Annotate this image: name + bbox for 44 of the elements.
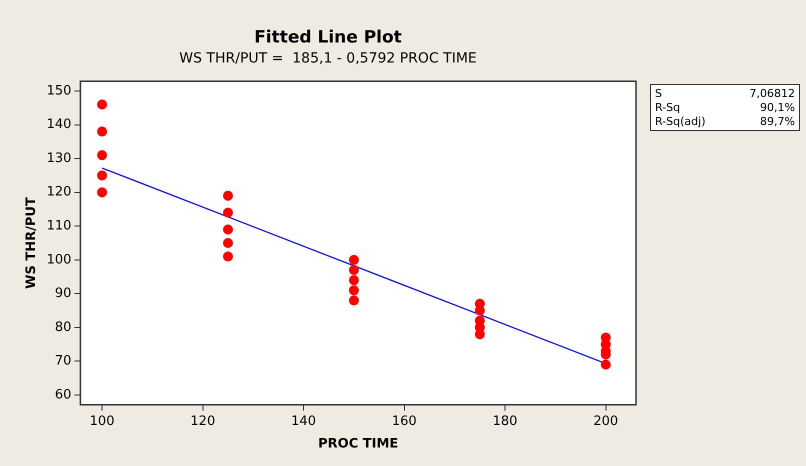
- point: [600, 360, 611, 370]
- x-tick-label: 160: [392, 414, 417, 429]
- point: [97, 126, 108, 137]
- y-tick-label: 90: [54, 286, 72, 302]
- x-tick-label: 140: [291, 414, 316, 429]
- chart-title: Fitted Line Plot: [254, 28, 402, 48]
- point: [474, 329, 485, 340]
- x-axis-title: PROC TIME: [318, 436, 398, 452]
- text: 89,7%: [759, 115, 795, 128]
- point: [223, 252, 233, 262]
- x-tick-label: 200: [593, 414, 618, 429]
- point: [97, 187, 108, 198]
- y-tick-label: 60: [54, 387, 72, 402]
- y-tick-label: 80: [54, 320, 72, 335]
- point: [223, 238, 233, 248]
- point: [348, 265, 359, 276]
- point: [97, 100, 108, 110]
- point: [223, 208, 233, 218]
- point: [223, 190, 233, 201]
- point: [348, 295, 359, 306]
- y-tick-label: 140: [46, 117, 72, 132]
- y-tick-label: 110: [46, 218, 72, 234]
- point: [97, 150, 108, 160]
- y-tick-label: 70: [54, 354, 72, 369]
- chart-subtitle: WS THR/PUT = 185,1 - 0,5792 PROC TIME: [179, 50, 477, 66]
- point: [348, 275, 359, 286]
- y-axis-title: WS THR/PUT: [24, 197, 40, 289]
- x-tick-label: 180: [492, 414, 518, 429]
- point: [474, 306, 485, 316]
- x-tick-label: 100: [90, 414, 114, 429]
- text: R-Sq: [655, 101, 682, 114]
- point: [97, 170, 108, 180]
- y-tick-label: 100: [46, 252, 72, 268]
- point: [223, 224, 233, 234]
- text: 7,06812: [750, 87, 795, 100]
- y-tick-label: 150: [46, 83, 72, 98]
- text: S: [655, 87, 663, 100]
- x-tick-label: 120: [190, 414, 216, 429]
- text: R-Sq(adj): [655, 115, 706, 128]
- point: [348, 285, 359, 296]
- y-tick-label: 120: [46, 184, 72, 200]
- text: 90,1%: [759, 101, 795, 114]
- point: [348, 254, 359, 265]
- y-tick-label: 130: [46, 150, 72, 166]
